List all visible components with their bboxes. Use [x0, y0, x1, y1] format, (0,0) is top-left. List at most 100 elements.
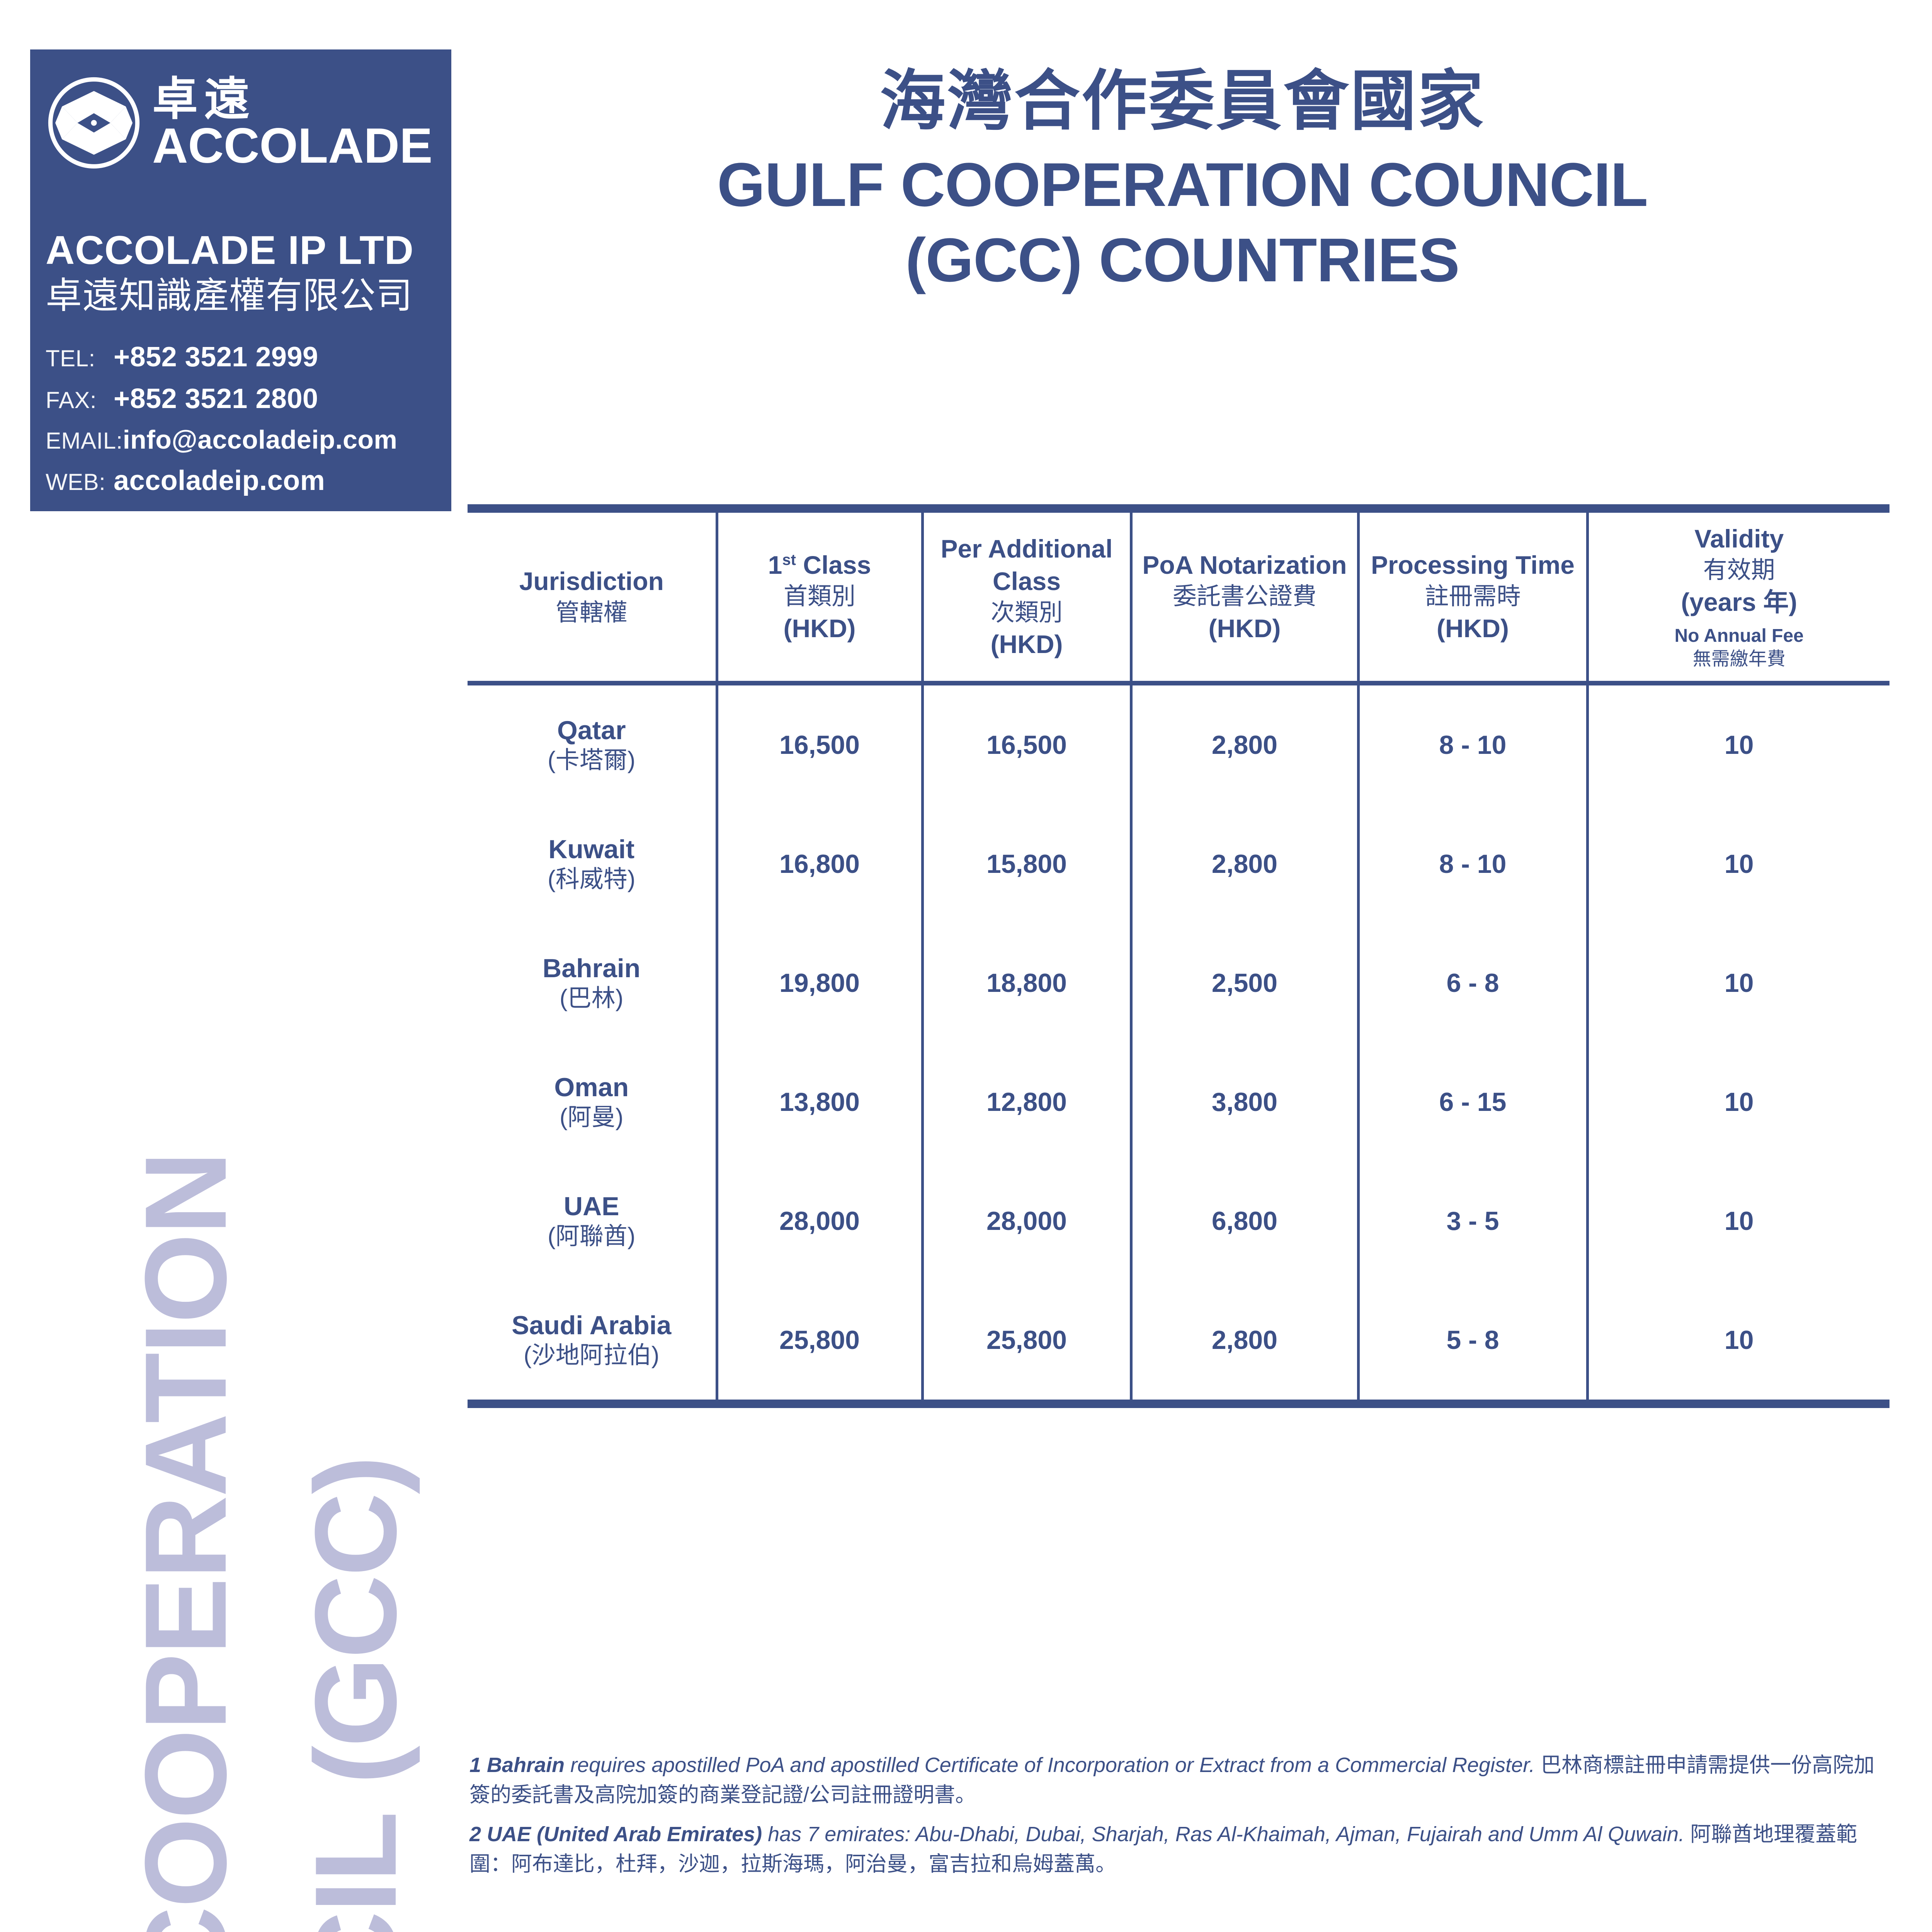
col-header-additional-class-unit: (HKD)	[990, 630, 1063, 659]
footnote-2: 2 UAE (United Arab Emirates) has 7 emira…	[469, 1820, 1889, 1879]
cell-first-class: 19,800	[717, 923, 924, 1043]
cell-jurisdiction: Saudi Arabia (沙地阿拉伯)	[468, 1280, 718, 1408]
country-name-cn: (阿聯酋)	[548, 1223, 636, 1250]
col-header-poa-notarization-cn: 委託書公證費	[1172, 583, 1316, 610]
value-poa-notarization: 2,800	[1211, 730, 1278, 760]
cell-validity: 10	[1587, 1043, 1889, 1162]
cell-validity: 10	[1587, 683, 1889, 804]
col-header-jurisdiction-en: Jurisdiction	[519, 566, 664, 595]
company-logo-card: 卓遠 ACCOLADE ACCOLADE IP LTD 卓遠知識產權有限公司 T…	[30, 49, 451, 511]
cell-first-class: 16,500	[717, 683, 924, 804]
company-name-en: ACCOLADE IP LTD	[46, 228, 414, 273]
contact-row-web: WEB: accoladeip.com	[46, 465, 436, 497]
value-validity: 10	[1724, 1087, 1754, 1117]
footnote-2-text-cn: 阿聯酋地理覆蓋範圍：阿布達比，杜拜，沙迦，拉斯海瑪，阿治曼，富吉拉和烏姆蓋萬。	[469, 1823, 1857, 1876]
cell-jurisdiction: Oman (阿曼)	[468, 1042, 718, 1162]
footnotes-section: 1 Bahrain requires apostilled PoA and ap…	[469, 1750, 1889, 1889]
footnote-1-text-cn: 巴林商標註冊申請需提供一份高院加簽的委託書及高院加簽的商業登記證/公司註冊證明書…	[469, 1753, 1875, 1806]
value-validity: 10	[1724, 1325, 1754, 1355]
logo-wordmark: 卓遠 ACCOLADE	[152, 74, 432, 170]
footnote-1-lead: 1 Bahrain	[469, 1753, 565, 1777]
contact-row-fax: FAX: +852 3521 2800	[46, 383, 436, 415]
col-header-first-class-en: 1st Class	[768, 551, 871, 579]
col-header-validity: Validity 有效期 (years 年) No Annual Fee 無需繳…	[1587, 504, 1889, 685]
col-header-validity-unit: (years 年)	[1681, 587, 1798, 616]
col-header-processing-time-unit: (HKD)	[1437, 614, 1509, 643]
contact-label-tel: TEL:	[46, 345, 95, 372]
cell-poa-notarization: 2,800	[1131, 1280, 1360, 1408]
cell-additional-class: 18,800	[922, 923, 1133, 1043]
contact-label-web: WEB:	[46, 469, 106, 495]
brand-name-cn: 卓遠	[152, 74, 256, 125]
table-row: Saudi Arabia (沙地阿拉伯) 25,800 25,800 2,800 5 - …	[468, 1280, 1889, 1408]
value-first-class: 25,800	[779, 1325, 860, 1355]
country-name-en: Kuwait	[548, 834, 635, 864]
watermark-line-2: COUNCIL (GCC)	[291, 1457, 420, 1932]
cell-poa-notarization: 3,800	[1131, 1042, 1360, 1162]
value-first-class: 16,500	[779, 730, 860, 760]
col-header-first-class-cn: 首類別	[783, 583, 855, 610]
country-name-cn: (巴林)	[560, 985, 624, 1012]
cell-first-class: 13,800	[717, 1042, 924, 1162]
contact-label-fax: FAX:	[46, 387, 97, 413]
value-first-class: 16,800	[779, 849, 860, 879]
table-row: Qatar (卡塔爾) 16,500 16,500 2,800 8 - 10 10	[468, 683, 1889, 804]
value-additional-class: 25,800	[986, 1325, 1067, 1355]
value-validity: 10	[1724, 1206, 1754, 1236]
cell-processing-time: 8 - 10	[1358, 683, 1589, 804]
country-name-cn: (科威特)	[548, 866, 636, 893]
logo-header: 卓遠 ACCOLADE	[46, 66, 436, 182]
cell-additional-class: 28,000	[922, 1161, 1133, 1281]
value-validity: 10	[1724, 730, 1754, 760]
cell-jurisdiction: Kuwait (科威特)	[468, 804, 718, 923]
contact-value-web[interactable]: accoladeip.com	[114, 465, 325, 497]
value-additional-class: 16,500	[986, 730, 1067, 760]
col-header-processing-time-en: Processing Time	[1371, 551, 1575, 579]
footnote-1-text-en: requires apostilled PoA and apostilled C…	[565, 1753, 1541, 1777]
page-title-en-line1: GULF COOPERATION COUNCIL	[717, 150, 1648, 219]
col-header-validity-note-en: No Annual Fee	[1674, 625, 1804, 646]
value-processing-time: 6 - 8	[1446, 968, 1499, 998]
cell-first-class: 28,000	[717, 1161, 924, 1281]
contact-value-fax: +852 3521 2800	[114, 383, 318, 415]
col-header-first-class-unit: (HKD)	[783, 614, 856, 643]
contact-value-email[interactable]: info@accoladeip.com	[122, 425, 398, 455]
cell-additional-class: 15,800	[922, 804, 1133, 923]
cell-first-class: 25,800	[717, 1280, 924, 1408]
company-name-block: ACCOLADE IP LTD 卓遠知識產權有限公司	[46, 228, 436, 317]
cell-processing-time: 6 - 15	[1358, 1042, 1589, 1162]
country-name-cn: (沙地阿拉伯)	[524, 1342, 660, 1369]
cell-processing-time: 5 - 8	[1358, 1280, 1589, 1408]
gcc-pricing-table: Jurisdiction 管轄權 1st Class 首類別 (HKD) Per…	[468, 504, 1889, 1408]
cell-validity: 10	[1587, 1280, 1889, 1408]
cell-additional-class: 12,800	[922, 1042, 1133, 1162]
company-name-cn: 卓遠知識產權有限公司	[46, 275, 413, 316]
col-header-poa-notarization-unit: (HKD)	[1208, 614, 1281, 643]
value-processing-time: 6 - 15	[1439, 1087, 1507, 1117]
cell-validity: 10	[1587, 804, 1889, 923]
table-row: UAE (阿聯酋) 28,000 28,000 6,800 3 - 5 10	[468, 1161, 1889, 1281]
col-header-additional-class: Per Additional Class 次類別 (HKD)	[922, 504, 1133, 685]
cell-jurisdiction: Bahrain (巴林)	[468, 923, 718, 1043]
value-processing-time: 3 - 5	[1446, 1206, 1499, 1236]
cell-additional-class: 16,500	[922, 683, 1133, 804]
col-header-first-class: 1st Class 首類別 (HKD)	[717, 504, 924, 685]
col-header-jurisdiction-cn: 管轄權	[555, 599, 628, 626]
value-additional-class: 28,000	[986, 1206, 1067, 1236]
contact-label-email: EMAIL:	[46, 428, 123, 454]
col-header-additional-class-en: Per Additional Class	[940, 534, 1113, 595]
cell-poa-notarization: 2,800	[1131, 804, 1360, 923]
cell-processing-time: 6 - 8	[1358, 923, 1589, 1043]
value-poa-notarization: 2,800	[1211, 1325, 1278, 1355]
value-poa-notarization: 6,800	[1211, 1206, 1278, 1236]
value-first-class: 13,800	[779, 1087, 860, 1117]
table-header-row: Jurisdiction 管轄權 1st Class 首類別 (HKD) Per…	[468, 504, 1889, 685]
value-processing-time: 5 - 8	[1446, 1325, 1499, 1355]
footnote-2-text-en: has 7 emirates: Abu-Dhabi, Dubai, Sharja…	[762, 1823, 1690, 1846]
country-name-en: Oman	[554, 1072, 629, 1102]
footnote-2-lead: 2 UAE (United Arab Emirates)	[469, 1823, 762, 1846]
country-name-en: Bahrain	[543, 953, 641, 983]
col-header-poa-notarization-en: PoA Notarization	[1142, 551, 1347, 579]
col-header-additional-class-cn: 次類別	[990, 599, 1063, 626]
cell-processing-time: 3 - 5	[1358, 1161, 1589, 1281]
